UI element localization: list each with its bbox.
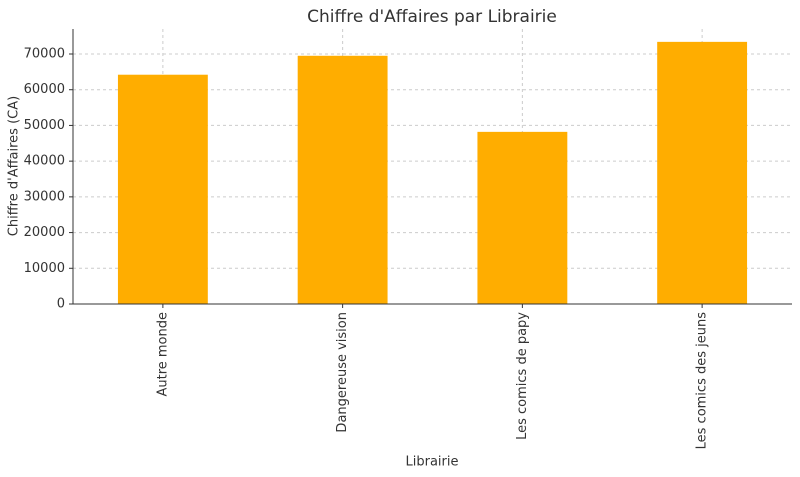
bar [297,55,388,305]
x-axis-label: Librairie [406,455,459,470]
y-tick-label: 40000 [24,154,65,169]
x-tick-label: Les comics des jeuns [695,312,710,450]
y-tick-label: 70000 [24,47,65,62]
y-tick-label: 20000 [24,225,65,240]
y-axis-label: Chiffre d'Affaires (CA) [7,96,22,236]
y-tick-label: 10000 [24,261,65,276]
bar [117,74,208,304]
y-tick-label: 0 [57,297,65,312]
chart-title: Chiffre d'Affaires par Librairie [307,7,557,27]
y-tick-label: 50000 [24,118,65,133]
x-tick-label: Dangereuse vision [335,312,350,433]
y-tick-label: 60000 [24,82,65,97]
bar [657,41,748,304]
x-tick-label: Les comics de papy [515,312,530,440]
y-tick-label: 30000 [24,189,65,204]
bar [477,131,568,304]
x-tick-label: Autre monde [155,312,170,397]
